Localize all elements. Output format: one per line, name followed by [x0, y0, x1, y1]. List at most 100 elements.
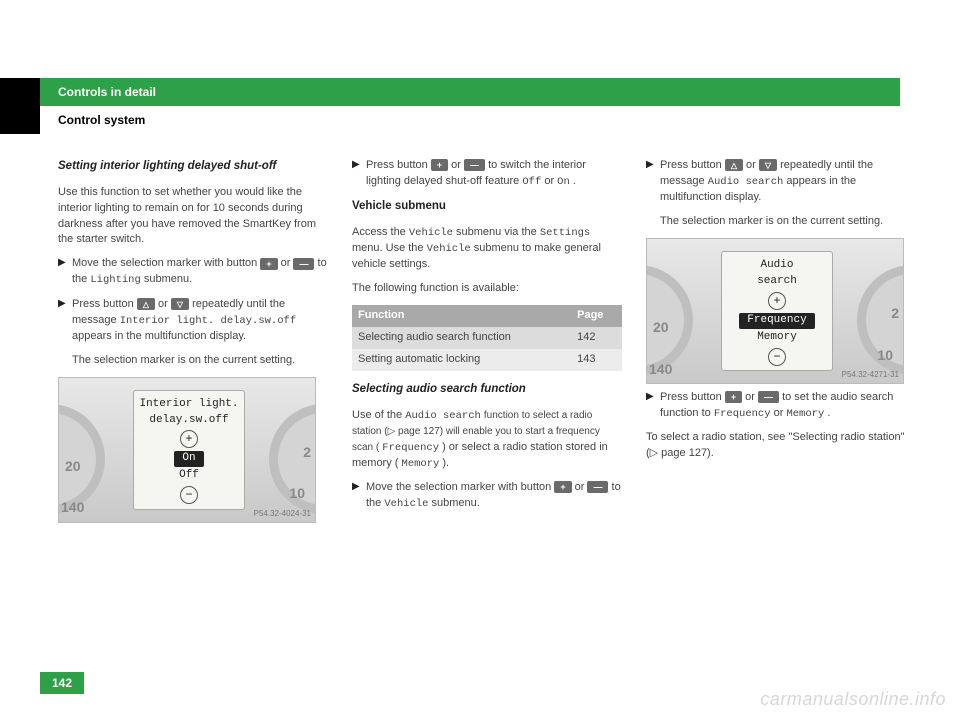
- minus-button-icon: —: [464, 159, 485, 171]
- step-arrow-icon: ▶: [352, 480, 366, 512]
- t: submenu.: [432, 497, 480, 509]
- mono: Off: [522, 176, 541, 188]
- up-button-icon: [137, 298, 155, 310]
- table-row: Selecting audio search function 142: [352, 327, 622, 349]
- gauge-num: 140: [649, 359, 672, 379]
- lcd-selected: On: [174, 451, 203, 467]
- content-columns: Setting interior lighting delayed shut-o…: [58, 158, 918, 529]
- mono: Memory: [402, 458, 440, 470]
- t: or: [158, 298, 171, 310]
- mono: Settings: [540, 227, 590, 239]
- col1-intro: Use this function to set whether you wou…: [58, 185, 328, 249]
- vehicle-submenu-heading: Vehicle submenu: [352, 198, 622, 215]
- step-arrow-icon: ▶: [646, 390, 660, 422]
- mono: Interior light. delay.sw.off: [120, 315, 296, 327]
- lcd-option: Off: [134, 468, 244, 484]
- t: Move the selection marker with button: [72, 257, 260, 269]
- down-button-icon: [171, 298, 189, 310]
- chapter-header: Controls in detail: [40, 78, 900, 106]
- col1-step2: ▶ Press button or repeatedly until the m…: [58, 297, 328, 345]
- t: or: [745, 391, 758, 403]
- cell: 143: [571, 349, 622, 371]
- gauge-num: 10: [877, 345, 893, 365]
- col1-heading: Setting interior lighting delayed shut-o…: [58, 158, 328, 175]
- t: ).: [442, 457, 449, 469]
- lcd-option: Memory: [722, 330, 832, 346]
- t: menu. Use the: [352, 242, 427, 254]
- table-header-page: Page: [571, 305, 622, 327]
- t: submenu.: [144, 273, 192, 285]
- mono: Vehicle: [409, 227, 453, 239]
- col3-after: The selection marker is on the current s…: [660, 214, 916, 230]
- lcd-line: Interior light.: [134, 397, 244, 413]
- mono: Vehicle: [384, 498, 428, 510]
- t: Press button: [72, 298, 137, 310]
- minus-circle-icon: −: [180, 486, 198, 504]
- vehicle-desc: Access the Vehicle submenu via the Setti…: [352, 225, 622, 273]
- mono: On: [557, 176, 570, 188]
- plus-button-icon: +: [725, 391, 742, 403]
- watermark: carmanualsonline.info: [760, 689, 946, 710]
- t: or: [451, 159, 464, 171]
- minus-button-icon: —: [587, 481, 608, 493]
- col1-after: The selection marker is on the current s…: [72, 353, 328, 369]
- gauge-num: 2: [303, 442, 311, 462]
- col1-step1: ▶ Move the selection marker with button …: [58, 256, 328, 288]
- gauge-num: 10: [289, 483, 305, 503]
- plus-circle-icon: +: [180, 430, 198, 448]
- mono: Lighting: [90, 274, 140, 286]
- lcd-line: Audio: [722, 258, 832, 274]
- audio-desc: Use of the Audio search function to sele…: [352, 408, 622, 473]
- minus-button-icon: —: [758, 391, 779, 403]
- minus-circle-icon: −: [768, 348, 786, 366]
- t: Move the selection marker with button: [366, 481, 554, 493]
- table-header-function: Function: [352, 305, 571, 327]
- t: Access the: [352, 226, 409, 238]
- plus-button-icon: +: [260, 258, 277, 270]
- plus-circle-icon: +: [768, 292, 786, 310]
- plus-button-icon: +: [431, 159, 448, 171]
- function-table: Function Page Selecting audio search fun…: [352, 305, 622, 371]
- t: appears in the multifunction display.: [72, 330, 246, 342]
- col3-step1: ▶ Press button or repeatedly until the m…: [646, 158, 916, 206]
- lcd-line: search: [722, 274, 832, 290]
- section-header: Control system: [40, 106, 900, 134]
- black-tab: [0, 78, 40, 134]
- t: or: [544, 175, 557, 187]
- up-button-icon: [725, 159, 743, 171]
- table-row: Setting automatic locking 143: [352, 349, 622, 371]
- audio-search-heading: Selecting audio search function: [352, 381, 622, 398]
- mono: Audio search: [405, 410, 481, 422]
- step-arrow-icon: ▶: [646, 158, 660, 206]
- t: or: [281, 257, 294, 269]
- step-arrow-icon: ▶: [58, 256, 72, 288]
- col3-final: To select a radio station, see "Selectin…: [646, 430, 916, 462]
- mono: Memory: [786, 408, 824, 420]
- lcd-screen: Interior light. delay.sw.off + On Off −: [133, 390, 245, 510]
- t: submenu via the: [456, 226, 540, 238]
- lcd-selected: Frequency: [739, 313, 814, 329]
- cell: 142: [571, 327, 622, 349]
- figure-label: P54.32-4024-31: [254, 508, 311, 520]
- gauge-num: 20: [653, 317, 669, 337]
- column-1: Setting interior lighting delayed shut-o…: [58, 158, 328, 529]
- cell: Selecting audio search function: [352, 327, 571, 349]
- gauge-num: 2: [891, 303, 899, 323]
- cell: Setting automatic locking: [352, 349, 571, 371]
- col2-step2: ▶ Move the selection marker with button …: [352, 480, 622, 512]
- mono: Vehicle: [427, 243, 471, 255]
- mono: Frequency: [714, 408, 771, 420]
- gauge-num: 140: [61, 497, 84, 517]
- gauge-num: 20: [65, 456, 81, 476]
- col2-step1: ▶ Press button + or — to switch the inte…: [352, 158, 622, 190]
- figure-interior-light: 20 140 10 2 Interior light. delay.sw.off…: [58, 377, 316, 523]
- column-3: ▶ Press button or repeatedly until the m…: [646, 158, 916, 529]
- figure-label: P54.32-4271-31: [842, 369, 899, 381]
- available-text: The following function is available:: [352, 281, 622, 297]
- t: or: [575, 481, 588, 493]
- down-button-icon: [759, 159, 777, 171]
- step-arrow-icon: ▶: [352, 158, 366, 190]
- t: .: [827, 407, 830, 419]
- column-2: ▶ Press button + or — to switch the inte…: [352, 158, 622, 529]
- t: Use of the: [352, 409, 405, 421]
